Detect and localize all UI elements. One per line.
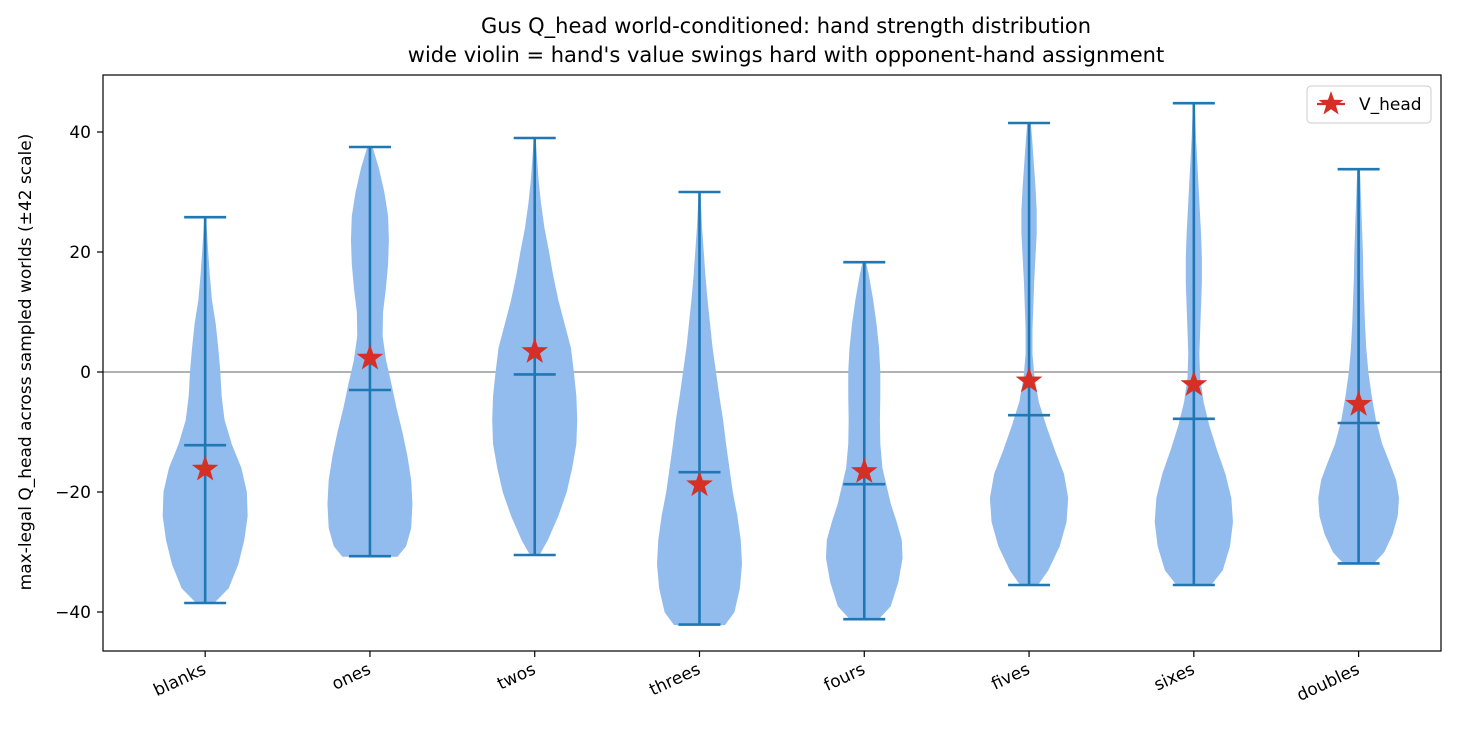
y-axis-ticks: −40 −20 0 20 40 [55, 123, 103, 623]
x-tick-label-fives: fives [988, 659, 1033, 694]
v-head-markers [191, 337, 1372, 497]
violin-blanks [162, 215, 248, 605]
violin-threes [656, 190, 743, 626]
v-head-star-sixes [1180, 370, 1208, 396]
x-axis-ticks: blanks ones twos threes fours fives sixes doubl… [151, 651, 1363, 706]
chart-title-line-2: wide violin = hand's value swings hard w… [408, 43, 1164, 67]
legend-star-marker [1318, 91, 1344, 115]
x-tick-label-doubles: doubles [1294, 659, 1363, 705]
x-tick-label-twos: twos [494, 659, 539, 694]
y-tick-label: 0 [80, 363, 91, 383]
v-head-star-doubles [1345, 390, 1372, 416]
x-tick-label-sixes: sixes [1151, 659, 1198, 695]
v-head-star-twos [521, 337, 549, 363]
violin-sixes [1154, 101, 1233, 587]
legend-label: V_head [1359, 95, 1422, 115]
chart-title-line-1: Gus Q_head world-conditioned: hand stren… [481, 14, 1091, 39]
chart-title: Gus Q_head world-conditioned: hand stren… [408, 14, 1164, 67]
y-tick-label: −20 [55, 483, 91, 503]
x-tick-label-fours: fours [821, 659, 869, 695]
x-tick-label-blanks: blanks [151, 659, 210, 701]
x-tick-label-ones: ones [329, 659, 374, 694]
v-head-star-threes [686, 470, 713, 497]
violin-fives [989, 121, 1069, 587]
y-tick-label: 20 [69, 243, 91, 263]
v-head-star-ones [356, 344, 384, 370]
violin-fours [825, 260, 903, 621]
plot-frame [102, 74, 1442, 652]
legend: V_head [1306, 85, 1432, 124]
v-head-star-blanks [191, 455, 219, 481]
v-head-star-fives [1015, 367, 1043, 393]
y-tick-label: 40 [69, 123, 91, 143]
y-tick-label: −40 [55, 603, 91, 623]
y-axis-label: max-legal Q_head across sampled worlds (… [16, 134, 36, 591]
violin-doubles [1318, 167, 1400, 565]
v-head-star-fours [850, 457, 878, 483]
violins [162, 101, 1400, 626]
x-tick-label-threes: threes [646, 659, 703, 700]
